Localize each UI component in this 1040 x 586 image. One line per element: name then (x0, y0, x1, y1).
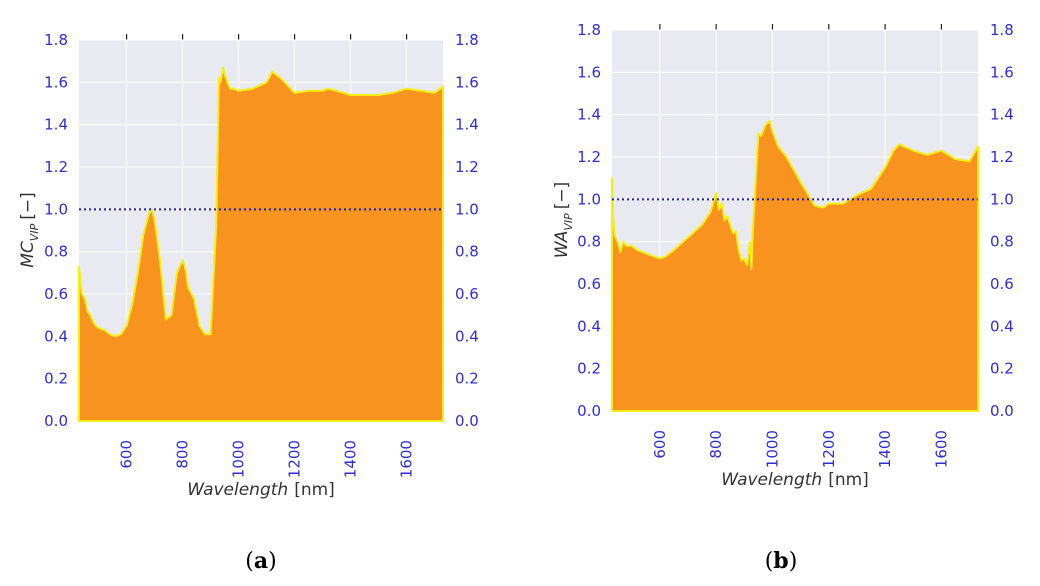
panel-caption: (a) (245, 548, 276, 574)
y-tick-label-left: 1.6 (577, 63, 601, 81)
y-tick-label-right: 0.0 (455, 412, 479, 430)
y-axis-label: WAVIP[−] (552, 182, 575, 259)
y-tick-label-left: 1.0 (44, 200, 68, 218)
y-tick-label-right: 0.2 (990, 360, 1014, 378)
y-tick-label-left: 1.0 (577, 190, 601, 208)
y-tick-label-right: 1.8 (990, 21, 1014, 39)
y-tick-label-right: 0.6 (455, 285, 479, 303)
chart-panel-a: 600 800 1000 1200 1400 1600 0.0 0.0 0.2 0.2 0.4 0.4… (18, 31, 479, 574)
x-axis-label: Wavelength [nm] (721, 470, 869, 490)
x-axis-label: Wavelength [nm] (187, 480, 335, 500)
y-tick-label-left: 1.2 (577, 148, 601, 166)
axis-ticks: 600 800 1000 1200 1400 1600 0.0 0.0 0.2 0.2 0.4 0.4… (577, 21, 1014, 468)
y-tick-label-left: 1.6 (44, 73, 68, 91)
y-tick-label-right: 1.0 (990, 190, 1014, 208)
panel-caption: (b) (765, 548, 798, 574)
y-tick-label-left: 1.4 (44, 116, 68, 134)
y-tick-label-right: 1.4 (455, 116, 479, 134)
x-tick-label: 1600 (932, 430, 950, 468)
y-tick-label-left: 0.6 (44, 285, 68, 303)
y-tick-label-left: 1.8 (577, 21, 601, 39)
axis-ticks: 600 800 1000 1200 1400 1600 0.0 0.0 0.2 0.2 0.4 0.4… (44, 31, 479, 478)
y-tick-label-left: 0.2 (577, 360, 601, 378)
y-tick-label-right: 0.8 (990, 233, 1014, 251)
y-tick-label-left: 0.6 (577, 275, 601, 293)
x-tick-label: 800 (174, 440, 192, 469)
y-tick-label-right: 1.6 (455, 73, 479, 91)
y-tick-label-left: 0.4 (577, 317, 601, 335)
y-tick-label-right: 0.0 (990, 402, 1014, 420)
y-tick-label-right: 0.8 (455, 243, 479, 261)
y-tick-label-left: 0.2 (44, 370, 68, 388)
y-tick-label-left: 1.8 (44, 31, 68, 49)
x-tick-label: 1200 (820, 430, 838, 468)
x-tick-label: 600 (651, 430, 669, 459)
x-tick-label: 800 (707, 430, 725, 459)
y-tick-label-left: 0.0 (44, 412, 68, 430)
y-tick-label-right: 1.0 (455, 200, 479, 218)
y-tick-label-right: 0.6 (990, 275, 1014, 293)
chart-panel-b: 600 800 1000 1200 1400 1600 0.0 0.0 0.2 0.2 0.4 0.4… (552, 21, 1014, 574)
y-tick-label-right: 0.4 (990, 317, 1014, 335)
y-tick-label-left: 0.8 (44, 243, 68, 261)
y-tick-label-left: 0.8 (577, 233, 601, 251)
x-tick-label: 1600 (398, 440, 416, 478)
y-tick-label-right: 0.4 (455, 327, 479, 345)
x-tick-label: 1400 (876, 430, 894, 468)
y-tick-label-left: 1.2 (44, 158, 68, 176)
x-tick-label: 1400 (342, 440, 360, 478)
x-tick-label: 1200 (286, 440, 304, 478)
y-tick-label-right: 1.2 (455, 158, 479, 176)
y-axis-label: MCVIP[−] (18, 192, 41, 267)
y-tick-label-left: 1.4 (577, 106, 601, 124)
y-tick-label-right: 1.4 (990, 106, 1014, 124)
mc-vip-area (78, 66, 444, 422)
y-tick-label-left: 0.4 (44, 327, 68, 345)
y-tick-label-right: 0.2 (455, 370, 479, 388)
x-tick-label: 1000 (763, 430, 781, 468)
x-tick-label: 600 (118, 440, 136, 469)
y-tick-label-right: 1.2 (990, 148, 1014, 166)
y-tick-label-right: 1.6 (990, 63, 1014, 81)
x-tick-label: 1000 (230, 440, 248, 478)
y-tick-label-right: 1.8 (455, 31, 479, 49)
y-tick-label-left: 0.0 (577, 402, 601, 420)
wa-vip-area (611, 120, 979, 412)
